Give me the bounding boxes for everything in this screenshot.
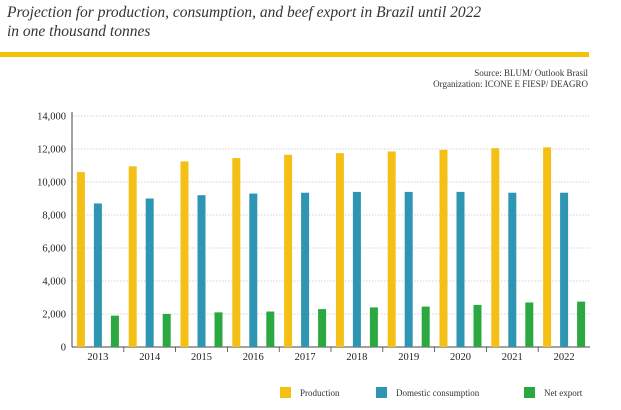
- bar-domestic-consumption: [508, 192, 517, 347]
- bar-domestic-consumption: [560, 192, 569, 347]
- bar-production: [284, 154, 293, 347]
- bar-production: [387, 151, 396, 347]
- bar-net-export: [473, 304, 482, 347]
- x-tick-label: 2014: [139, 352, 161, 363]
- bar-chart: 0 2,000 4,000 6,000 8,000 10,000 12,000 14,000 2…: [37, 112, 590, 363]
- source-note: Source: BLUM/ Outlook Brasil Organizatio…: [433, 68, 588, 89]
- bar-production: [439, 149, 448, 347]
- bar-domestic-consumption: [93, 203, 102, 347]
- legend-label: Domestic consumption: [396, 387, 480, 398]
- chart-legend: Production Domestic consumption Net export: [0, 386, 621, 400]
- y-tick-label: 4,000: [42, 277, 66, 288]
- x-tick-label: 2015: [191, 352, 212, 363]
- bar-production: [335, 153, 344, 347]
- bar-net-export: [266, 311, 275, 347]
- bar-production: [232, 158, 241, 347]
- bar-net-export: [525, 302, 534, 347]
- x-tick-label: 2022: [554, 352, 575, 363]
- bar-production: [128, 166, 137, 347]
- legend-label: Net export: [544, 387, 583, 398]
- y-tick-label: 2,000: [42, 310, 66, 321]
- bar-net-export: [162, 314, 171, 347]
- legend-item: Net export: [524, 386, 583, 399]
- legend-item: Domestic consumption: [376, 386, 480, 399]
- bar-net-export: [214, 312, 223, 347]
- y-tick-label: 0: [61, 343, 66, 354]
- bar-production: [491, 148, 500, 347]
- chart-subtitle: in one thousand tonnes: [7, 23, 151, 40]
- legend-swatch: [280, 387, 291, 399]
- bar-net-export: [369, 307, 378, 347]
- bar-net-export: [577, 301, 586, 347]
- x-tick-label: 2016: [243, 352, 264, 363]
- y-tick-label: 6,000: [42, 244, 66, 255]
- bar-domestic-consumption: [456, 191, 465, 347]
- legend-item: Production: [280, 386, 340, 399]
- chart-title: Projection for production, consumption, …: [7, 4, 482, 21]
- y-tick-label: 10,000: [37, 178, 66, 189]
- bar-production: [180, 161, 189, 347]
- chart-title-block: Projection for production, consumption, …: [7, 3, 607, 41]
- bar-domestic-consumption: [249, 193, 258, 347]
- y-tick-label: 14,000: [37, 112, 66, 123]
- bar-domestic-consumption: [197, 195, 206, 347]
- bar-net-export: [318, 309, 327, 347]
- bar-domestic-consumption: [301, 192, 310, 347]
- x-tick-label: 2019: [398, 352, 419, 363]
- y-tick-label: 8,000: [42, 211, 66, 222]
- bar-net-export: [110, 315, 119, 347]
- x-tick-label: 2017: [295, 352, 316, 363]
- bar-production: [543, 147, 552, 347]
- x-tick-label: 2018: [346, 352, 367, 363]
- title-divider: [0, 52, 589, 57]
- organization-line: Organization: ICONE E FIESP/ DEAGRO: [433, 78, 588, 89]
- bar-production: [76, 172, 85, 347]
- x-tick-label: 2020: [450, 352, 471, 363]
- x-tick-label: 2013: [87, 352, 108, 363]
- legend-label: Production: [300, 387, 340, 398]
- x-tick-label: 2021: [502, 352, 523, 363]
- y-tick-label: 12,000: [37, 145, 66, 156]
- bar-domestic-consumption: [145, 198, 154, 347]
- source-line: Source: BLUM/ Outlook Brasil: [474, 68, 588, 78]
- legend-swatch: [524, 387, 535, 399]
- bar-domestic-consumption: [352, 191, 361, 347]
- bar-net-export: [421, 306, 430, 347]
- legend-swatch: [376, 387, 387, 399]
- bar-domestic-consumption: [404, 191, 413, 347]
